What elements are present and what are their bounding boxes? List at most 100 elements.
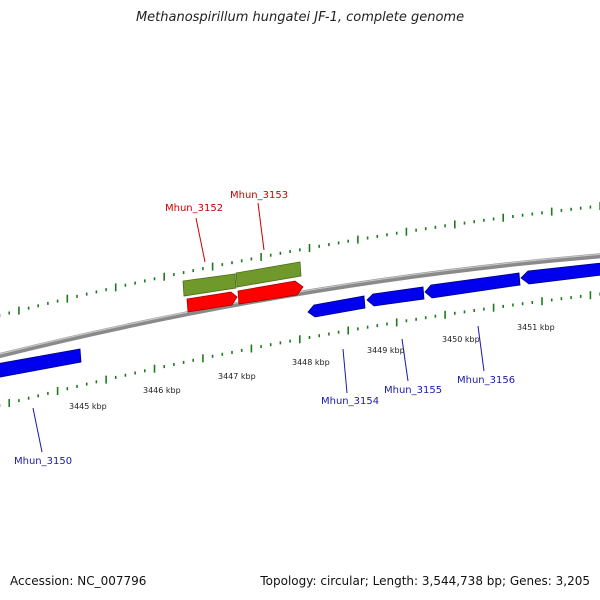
minor-tick: [483, 218, 485, 222]
label-mhun-3154[interactable]: Mhun_3154: [321, 396, 379, 407]
major-tick: [105, 375, 107, 384]
minor-tick: [260, 345, 262, 349]
scale-labels: 3445 kbp 3446 kbp 3447 kbp 3448 kbp 3449…: [69, 323, 555, 411]
label-mhun-3150[interactable]: Mhun_3150: [14, 456, 72, 467]
minor-tick: [579, 206, 582, 210]
minor-tick: [221, 263, 224, 267]
minor-tick: [415, 317, 417, 321]
minor-tick: [27, 306, 30, 310]
major-tick: [250, 344, 253, 353]
label-leaders: [32, 202, 485, 453]
genome-summary-text: Topology: circular; Length: 3,544,738 bp…: [260, 574, 590, 588]
cds-arrow-mhun-3157[interactable]: [520, 262, 600, 285]
major-tick: [299, 335, 301, 344]
leader-mhun-3154: [342, 348, 348, 394]
minor-tick: [114, 375, 117, 379]
cds-arrow-mhun-3150[interactable]: [0, 348, 82, 379]
minor-tick: [328, 332, 330, 336]
cds-track-reverse: [0, 262, 600, 379]
scale-label-3448: 3448 kbp: [292, 358, 330, 367]
gene-bar-green[interactable]: [235, 261, 302, 288]
minor-tick: [250, 257, 253, 261]
genome-backbone-highlight: [0, 253, 600, 355]
leader-mhun-3153: [257, 202, 265, 251]
minor-tick: [56, 299, 59, 303]
minor-tick: [202, 267, 204, 271]
minor-tick: [502, 304, 504, 308]
minor-tick: [27, 396, 30, 400]
genome-backbone: [0, 253, 600, 359]
minor-tick: [570, 207, 572, 211]
minor-tick: [328, 243, 330, 247]
minor-tick: [76, 384, 78, 388]
major-tick: [444, 310, 446, 319]
minor-tick: [221, 352, 224, 356]
major-tick: [8, 399, 10, 407]
major-tick: [18, 306, 20, 315]
cds-track-forward: [186, 280, 304, 313]
major-tick: [56, 387, 59, 395]
minor-tick: [424, 227, 427, 231]
gene-bar-green[interactable]: [182, 273, 237, 297]
minor-tick: [376, 234, 379, 238]
cds-arrow-mhun-3156[interactable]: [424, 272, 521, 299]
minor-tick: [289, 339, 291, 343]
cds-arrow-mhun-3152[interactable]: [186, 291, 238, 313]
leader-mhun-3152: [195, 217, 206, 263]
minor-tick: [192, 358, 194, 362]
leader-mhun-3156: [477, 325, 485, 372]
minor-tick: [105, 288, 107, 292]
minor-tick: [47, 391, 49, 395]
label-mhun-3156[interactable]: Mhun_3156: [457, 375, 515, 386]
minor-tick: [386, 233, 388, 237]
minor-tick: [18, 399, 20, 403]
cds-arrow-mhun-3153[interactable]: [237, 280, 304, 305]
minor-tick: [405, 319, 408, 323]
minor-tick: [240, 348, 243, 352]
minor-tick: [37, 304, 39, 308]
map-title: Methanospirillum hungatei JF-1, complete…: [135, 10, 465, 25]
major-tick: [114, 283, 117, 292]
major-tick: [153, 364, 156, 373]
minor-tick: [347, 239, 349, 243]
major-tick: [66, 294, 69, 303]
minor-tick: [66, 387, 69, 391]
leader-mhun-3155: [401, 338, 409, 382]
minor-tick: [279, 251, 282, 255]
minor-tick: [173, 363, 175, 366]
cds-arrow-mhun-3154[interactable]: [307, 295, 366, 318]
minor-tick: [366, 236, 369, 240]
cds-arrow-mhun-3155[interactable]: [366, 286, 425, 307]
minor-tick: [512, 215, 514, 218]
minor-tick: [279, 341, 282, 345]
major-tick: [541, 297, 543, 306]
label-mhun-3155[interactable]: Mhun_3155: [384, 385, 442, 396]
major-tick: [550, 207, 553, 216]
minor-tick: [541, 211, 543, 215]
lower-tick-track: [0, 291, 600, 407]
label-mhun-3152[interactable]: Mhun_3152: [165, 203, 223, 214]
minor-tick: [231, 350, 233, 354]
major-tick: [395, 318, 398, 327]
minor-tick: [473, 309, 475, 312]
minor-tick: [473, 220, 475, 224]
minor-tick: [357, 327, 359, 331]
minor-tick: [434, 314, 437, 318]
minor-tick: [192, 269, 194, 273]
minor-tick: [550, 298, 553, 302]
scale-label-3447: 3447 kbp: [218, 372, 256, 381]
major-tick: [347, 326, 349, 335]
minor-tick: [579, 294, 582, 298]
minor-tick: [337, 241, 340, 245]
minor-tick: [415, 228, 417, 232]
scale-label-3450: 3450 kbp: [442, 335, 480, 344]
minor-tick: [144, 279, 146, 283]
minor-tick: [463, 310, 466, 314]
minor-tick: [376, 324, 379, 328]
major-tick: [163, 272, 165, 281]
label-mhun-3153[interactable]: Mhun_3153: [230, 190, 288, 201]
minor-tick: [134, 281, 136, 285]
minor-tick: [85, 292, 88, 296]
minor-tick: [318, 334, 320, 338]
